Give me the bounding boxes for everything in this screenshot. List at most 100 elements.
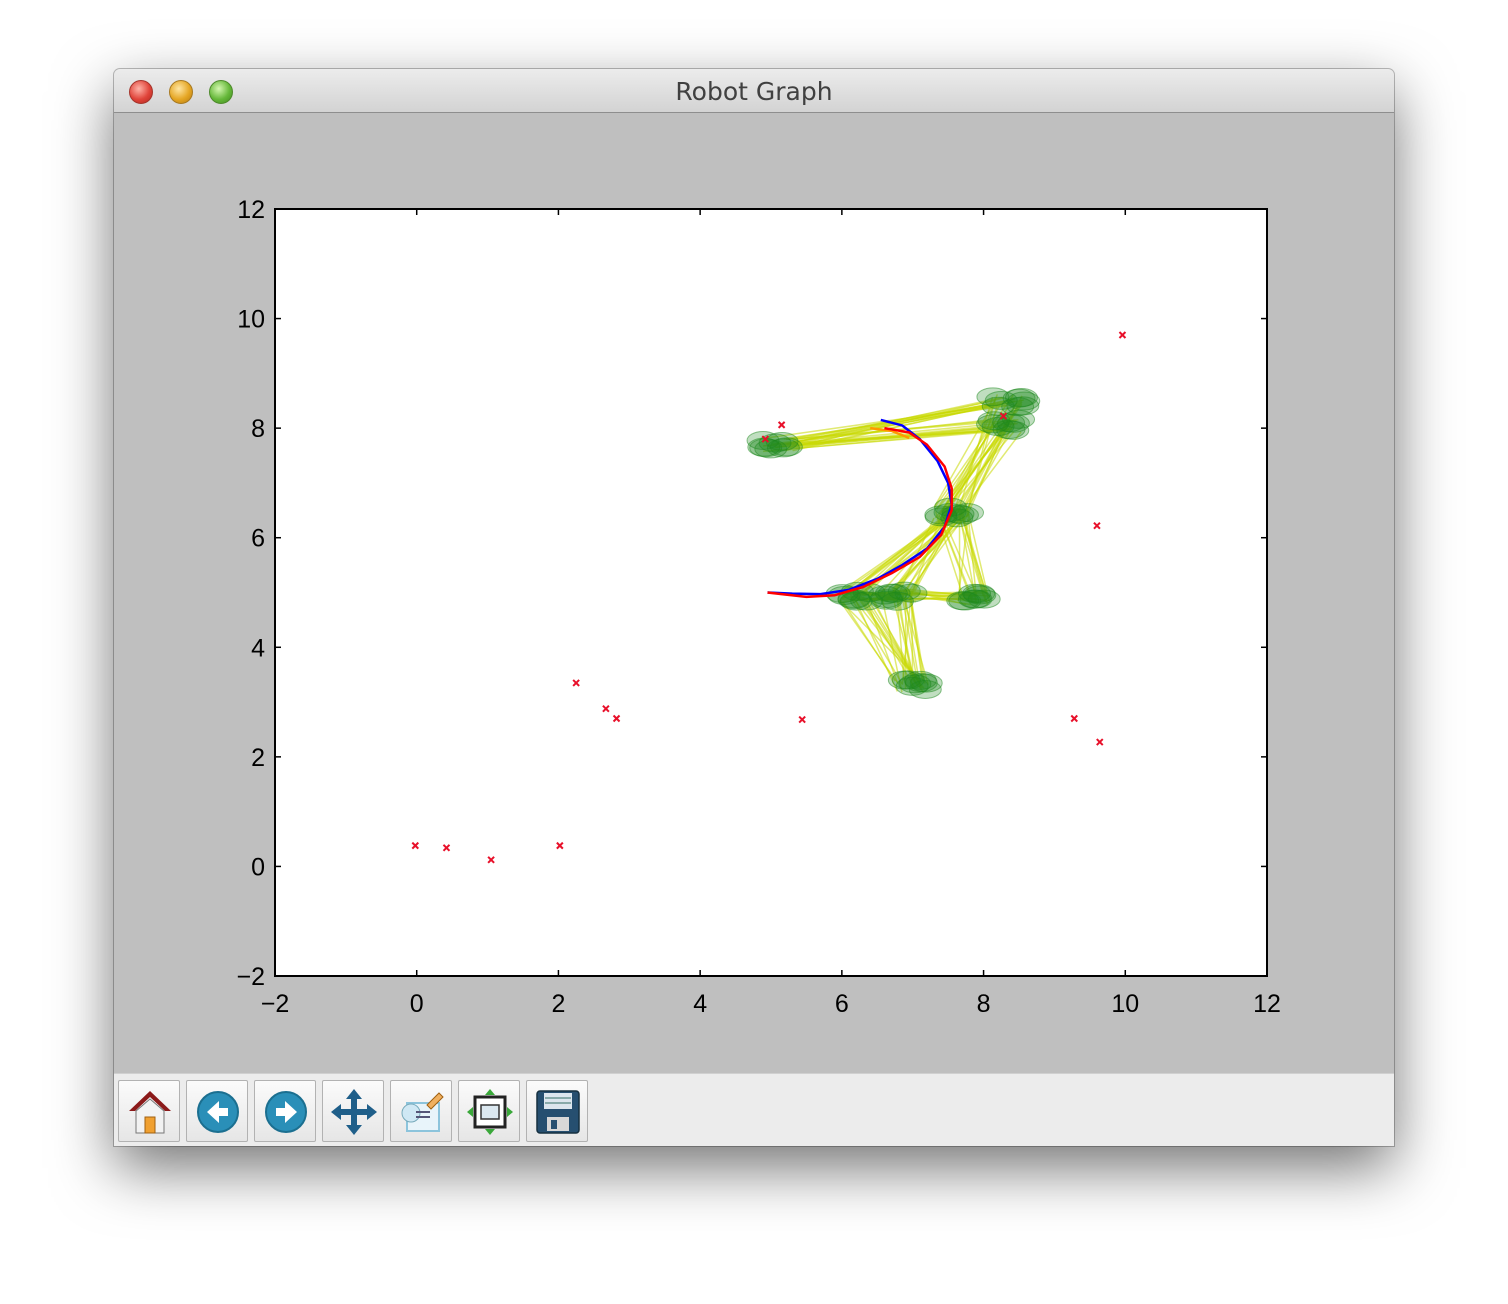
home-button[interactable] [118,1080,180,1142]
particle-link [891,593,917,684]
subplots-button[interactable] [458,1080,520,1142]
forward-button[interactable] [254,1080,316,1142]
landmark-stroke [1070,714,1078,723]
axis-ticks: −2−2 0 0 2 2 4 4 6 6 8 8 10 10 12 12 [236,196,1280,1018]
particle-ellipse [950,503,984,523]
landmark-marker [1070,714,1078,723]
x-tick-label: −2 [261,990,290,1018]
landmark-marker [1093,521,1101,530]
plot-svg: −2−2 0 0 2 2 4 4 6 6 8 8 10 10 12 12 [236,196,1280,1018]
particle-link [957,514,985,597]
pan-arrows-icon [331,1089,377,1135]
landmark-stroke [602,704,610,713]
x-tick-label: 8 [977,990,991,1018]
landmark-marker [487,856,495,864]
y-tick-label: −2 [236,963,265,991]
y-tick-label: 0 [251,853,265,881]
particle-link [762,428,1010,453]
particle-ellipse [945,505,979,525]
landmark-marker [1096,738,1104,746]
particle-ellipse [967,589,1001,609]
x-tick-label: 2 [551,990,565,1018]
landmark-marker [442,844,451,852]
zoom-button[interactable] [390,1080,452,1142]
landmark-stroke [761,435,770,443]
particle-ellipse [904,673,938,693]
floppy-disk-icon [536,1090,580,1134]
forward-arrow-icon [265,1091,307,1133]
particle-link [904,515,966,597]
particle-link [783,404,1010,440]
particle-link [960,431,1022,513]
y-tick-label: 2 [251,744,265,772]
landmark-stroke [1118,331,1127,339]
y-tick-label: 4 [251,634,265,662]
particle-link [957,519,969,602]
landmark-stroke [572,679,580,687]
particle-ellipse [946,591,980,611]
landmark-marker [777,421,786,429]
zoom-rect-icon [401,1092,444,1132]
x-tick-label: 12 [1253,990,1281,1018]
figure-canvas[interactable]: −2 −2 0 0 2 2 4 4 6 6 8 8 10 10 12 12 [114,113,1394,1073]
estimated-path-red [767,426,953,599]
landmark-stroke [1096,738,1104,746]
y-tick-label: 8 [251,415,265,443]
particle-ellipse [877,583,911,603]
x-tick-label: 6 [835,990,849,1018]
back-button[interactable] [186,1080,248,1142]
y-tick-label: 6 [251,525,265,553]
landmark-stroke [777,421,786,429]
particle-ellipse [895,676,929,696]
particle-link [782,422,1006,446]
title-bar[interactable]: Robot Graph [114,69,1394,113]
axes-frame [274,208,1268,977]
landmark-marker [1118,331,1127,339]
particle-link [881,598,903,693]
trajectory-paths [767,418,953,599]
home-icon [129,1091,171,1134]
particle-link [791,419,1019,440]
landmark-stroke [442,844,451,852]
x-tick-label: 0 [410,990,424,1018]
pan-button[interactable] [322,1080,384,1142]
particle-ellipse [765,431,799,451]
landmark-stroke [487,856,495,864]
minimize-window-button[interactable] [169,80,193,104]
landmark-marker [602,704,610,713]
landmark-stroke [411,841,420,850]
particle-ellipse [958,583,992,603]
particle-link [933,400,996,508]
landmark-marker [798,715,806,724]
particle-link [850,596,903,685]
navigation-toolbar [114,1073,1394,1146]
window-title: Robot Graph [675,77,833,106]
particle-link [900,590,918,681]
landmark-marker [761,435,770,443]
landmark-stroke [999,412,1008,420]
landmark-stroke [612,714,621,723]
particle-link [786,428,1012,446]
landmarks [411,331,1127,864]
close-window-button[interactable] [129,80,153,104]
landmark-marker [999,412,1008,420]
zoom-window-button[interactable] [209,80,233,104]
particle-link [896,597,905,681]
particle-ellipse [1002,409,1036,429]
back-arrow-icon [197,1091,239,1133]
save-button[interactable] [526,1080,588,1142]
robot-graph-window: Robot Graph −2 −2 0 0 2 2 4 4 6 6 8 8 10 10 12 12 [114,69,1394,1146]
landmark-marker [411,841,420,850]
x-tick-label: 10 [1111,990,1139,1018]
particle-ellipse [908,679,942,699]
particle-ellipse [769,437,803,457]
landmark-marker [612,714,621,723]
particle-ellipse [1002,388,1036,408]
particle-ellipse [959,589,993,609]
landmark-stroke [798,715,806,724]
y-tick-label: 12 [237,196,265,224]
y-tick-label: 10 [237,306,265,334]
particle-link [965,419,1017,511]
particle-link [910,599,926,684]
x-tick-label: 4 [693,990,707,1018]
